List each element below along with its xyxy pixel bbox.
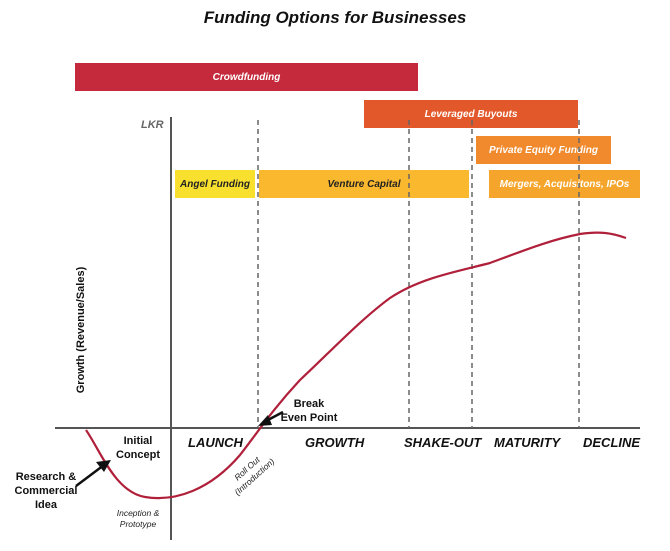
angel-funding-label: Angel Funding (180, 178, 250, 190)
research-arrowhead (96, 460, 111, 472)
venture-capital-bar: Venture Capital (259, 170, 469, 198)
private-equity-bar: Private Equity Funding (476, 136, 611, 164)
research-idea-label: Research & Commercial Idea (14, 471, 78, 511)
research-arrow (75, 464, 105, 487)
stage-shake-out: SHAKE-OUT (404, 435, 482, 450)
leveraged-buyouts-label: Leveraged Buyouts (424, 108, 518, 120)
initial-concept-label: Initial Concept (116, 435, 160, 461)
growth-curve (85, 231, 627, 500)
stage-growth: GROWTH (305, 435, 365, 450)
page-title: Funding Options for Businesses (203, 8, 467, 27)
venture-capital-label: Venture Capital (327, 178, 401, 190)
crowdfunding-bar: Crowdfunding (75, 63, 418, 91)
private-equity-label: Private Equity Funding (489, 144, 598, 156)
crowdfunding-label: Crowdfunding (212, 71, 281, 83)
break-even-label: Break Even Point (280, 398, 338, 424)
y-axis-label: Growth (Revenue/Sales) (75, 266, 87, 394)
inception-label: Inception & Prototype (116, 508, 160, 529)
angel-funding-bar: Angel Funding (175, 170, 255, 198)
break-even-arrowhead (258, 415, 272, 426)
stage-decline: DECLINE (583, 435, 641, 450)
stage-launch: LAUNCH (188, 435, 243, 450)
leveraged-buyouts-bar: Leveraged Buyouts (364, 100, 578, 128)
mergers-label: Mergers, Acquisitons, IPOs (499, 178, 630, 190)
mergers-bar: Mergers, Acquisitons, IPOs (489, 170, 640, 198)
stage-maturity: MATURITY (494, 435, 561, 450)
y-axis-unit: LKR (141, 119, 164, 131)
